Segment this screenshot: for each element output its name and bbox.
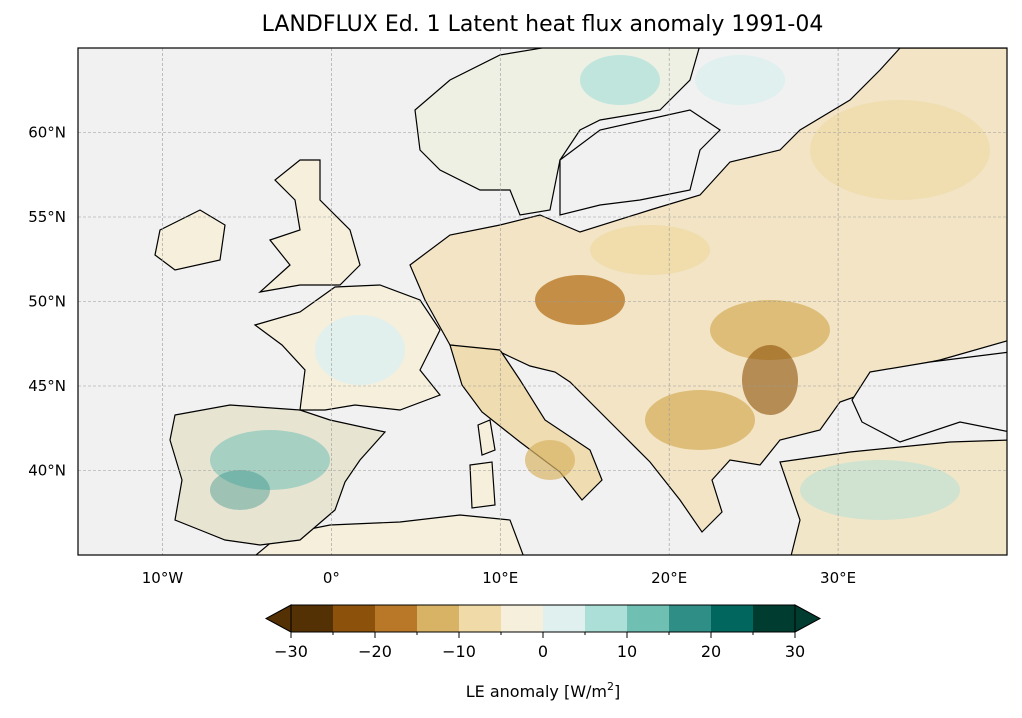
lon-tick-label: 20°E xyxy=(651,569,687,587)
colorbar-label: LE anomaly [W/m2] xyxy=(466,680,621,701)
colorbar-bin xyxy=(753,605,796,632)
colorbar-tick-label: −30 xyxy=(274,642,308,661)
colorbar-bin xyxy=(543,605,586,632)
colorbar-tick-label: −10 xyxy=(442,642,476,661)
land-sardinia xyxy=(469,461,496,509)
land-ireland xyxy=(154,209,226,271)
anomaly-patches xyxy=(210,55,990,520)
lon-tick-label: 10°E xyxy=(482,569,518,587)
colorbar-bin xyxy=(375,605,418,632)
colorbar-bin xyxy=(417,605,460,632)
sea-baltic xyxy=(559,109,721,216)
colorbar-bin xyxy=(333,605,376,632)
colorbar-tick-label: 20 xyxy=(701,642,721,661)
map-frame xyxy=(77,47,1008,556)
colorbar-bin xyxy=(627,605,670,632)
lat-tick-label: 50°N xyxy=(28,293,66,311)
colorbar-extend-high xyxy=(794,604,822,633)
colorbar-bin xyxy=(711,605,754,632)
colorbar-bin xyxy=(501,605,544,632)
lon-tick-label: 10°W xyxy=(142,569,184,587)
colorbar-bin xyxy=(459,605,502,632)
land-britain xyxy=(258,159,361,293)
colorbar-tick-label: 10 xyxy=(617,642,637,661)
lat-tick-label: 55°N xyxy=(28,208,66,226)
colorbar: −30 −20 −10 0 10 20 30 LE anomaly [W/m2] xyxy=(264,604,822,701)
lat-tick-label: 45°N xyxy=(28,377,66,395)
gridlines xyxy=(78,48,1007,555)
colorbar-tick-label: 30 xyxy=(785,642,805,661)
chart-title: LANDFLUX Ed. 1 Latent heat flux anomaly … xyxy=(261,12,824,37)
land-layer xyxy=(154,48,1007,555)
land-corsica xyxy=(477,419,496,456)
lon-tick-label: 30°E xyxy=(820,569,856,587)
colorbar-tick-label: −20 xyxy=(358,642,392,661)
lat-tick-label: 40°N xyxy=(28,462,66,480)
lat-tick-label: 60°N xyxy=(28,124,66,142)
colorbar-bin xyxy=(291,605,334,632)
colorbar-bin xyxy=(585,605,628,632)
axis-ticks: 10°W 0° 10°E 20°E 30°E 40°N 45°N 50°N 55°N 60°N xyxy=(28,124,856,588)
colorbar-bin xyxy=(669,605,712,632)
colorbar-tick-label: 0 xyxy=(538,642,548,661)
sea-black xyxy=(851,351,1007,443)
lon-tick-label: 0° xyxy=(323,569,340,587)
colorbar-extend-low xyxy=(264,604,292,633)
